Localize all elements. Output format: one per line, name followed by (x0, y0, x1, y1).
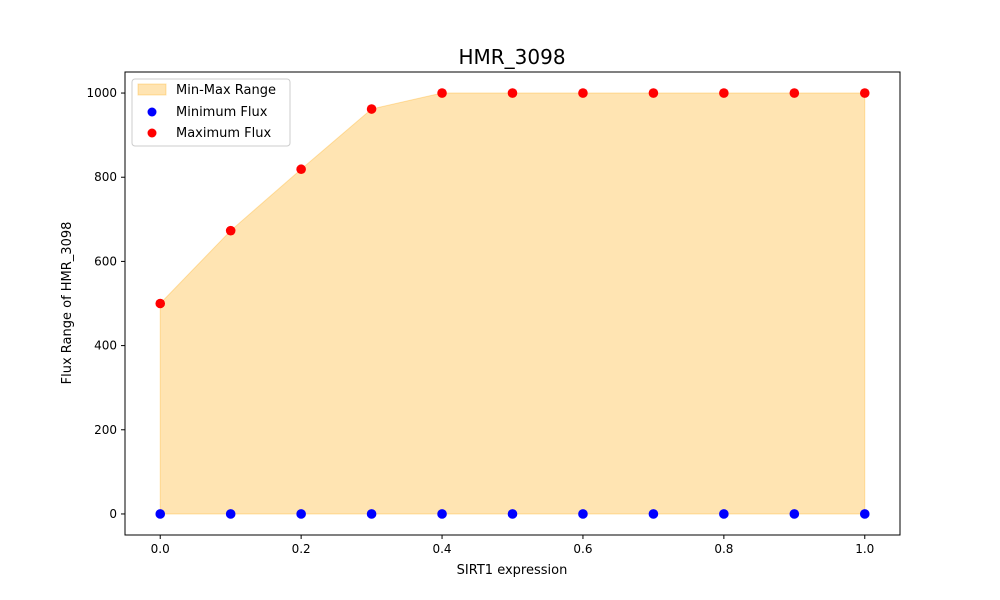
minimum-flux-point (719, 509, 729, 519)
minimum-flux-point (296, 509, 306, 519)
maximum-flux-point (578, 88, 588, 98)
x-tick-label: 1.0 (855, 542, 874, 556)
marker-layer (155, 88, 870, 519)
maximum-flux-point (296, 164, 306, 175)
minimum-flux-point (507, 509, 518, 519)
y-tick-label: 600 (94, 254, 117, 268)
minimum-flux-point (225, 509, 236, 519)
minimum-flux-point (366, 509, 377, 519)
x-axis-label: SIRT1 expression (457, 563, 568, 578)
x-tick-label: 0.2 (292, 542, 311, 556)
minimum-flux-point (789, 509, 800, 519)
x-tick-label: 0.0 (151, 542, 170, 556)
y-tick-label: 1000 (86, 86, 117, 100)
maximum-flux-point (719, 88, 729, 98)
maximum-flux-point (437, 88, 447, 98)
chart-title: HMR_3098 (458, 45, 565, 69)
minimum-flux-point (859, 509, 870, 519)
legend-label-minimum-flux: Minimum Flux (176, 105, 268, 120)
x-tick-label: 0.6 (573, 542, 592, 556)
minimum-flux-point (155, 509, 166, 519)
maximum-flux-point (225, 225, 236, 236)
y-axis-ticks: 0 200 400 600 800 1000 (86, 86, 125, 521)
maximum-flux-point (648, 88, 659, 98)
legend: Min-Max Range Minimum Flux Maximum Flux (131, 78, 291, 147)
legend-label-maximum-flux: Maximum Flux (176, 126, 272, 141)
minimum-flux-point (578, 509, 588, 519)
legend-swatch-minimum-flux (147, 107, 157, 117)
y-tick-label: 0 (109, 507, 117, 521)
axes-frame (124, 71, 901, 536)
maximum-flux-point (859, 88, 870, 98)
range-fill-layer (159, 92, 866, 515)
y-axis-label: Flux Range of HMR_3098 (60, 222, 75, 385)
y-tick-label: 800 (94, 170, 117, 184)
x-tick-label: 0.8 (714, 542, 733, 556)
legend-swatch-min-max-range (137, 83, 167, 96)
maximum-flux-point (366, 104, 377, 114)
minimum-flux-point (648, 509, 659, 519)
maximum-flux-point (789, 88, 800, 98)
maximum-flux-point (507, 88, 518, 98)
min-max-range-area (159, 92, 866, 515)
maximum-flux-point (155, 298, 166, 309)
y-tick-label: 200 (94, 423, 117, 437)
minimum-flux-point (437, 509, 447, 519)
x-tick-label: 0.4 (432, 542, 451, 556)
legend-box (131, 78, 291, 147)
x-axis-ticks: 0.0 0.2 0.4 0.6 0.8 1.0 (151, 535, 874, 556)
y-tick-label: 400 (94, 339, 117, 353)
legend-swatch-maximum-flux (147, 128, 157, 138)
legend-label-min-max-range: Min-Max Range (176, 83, 276, 98)
